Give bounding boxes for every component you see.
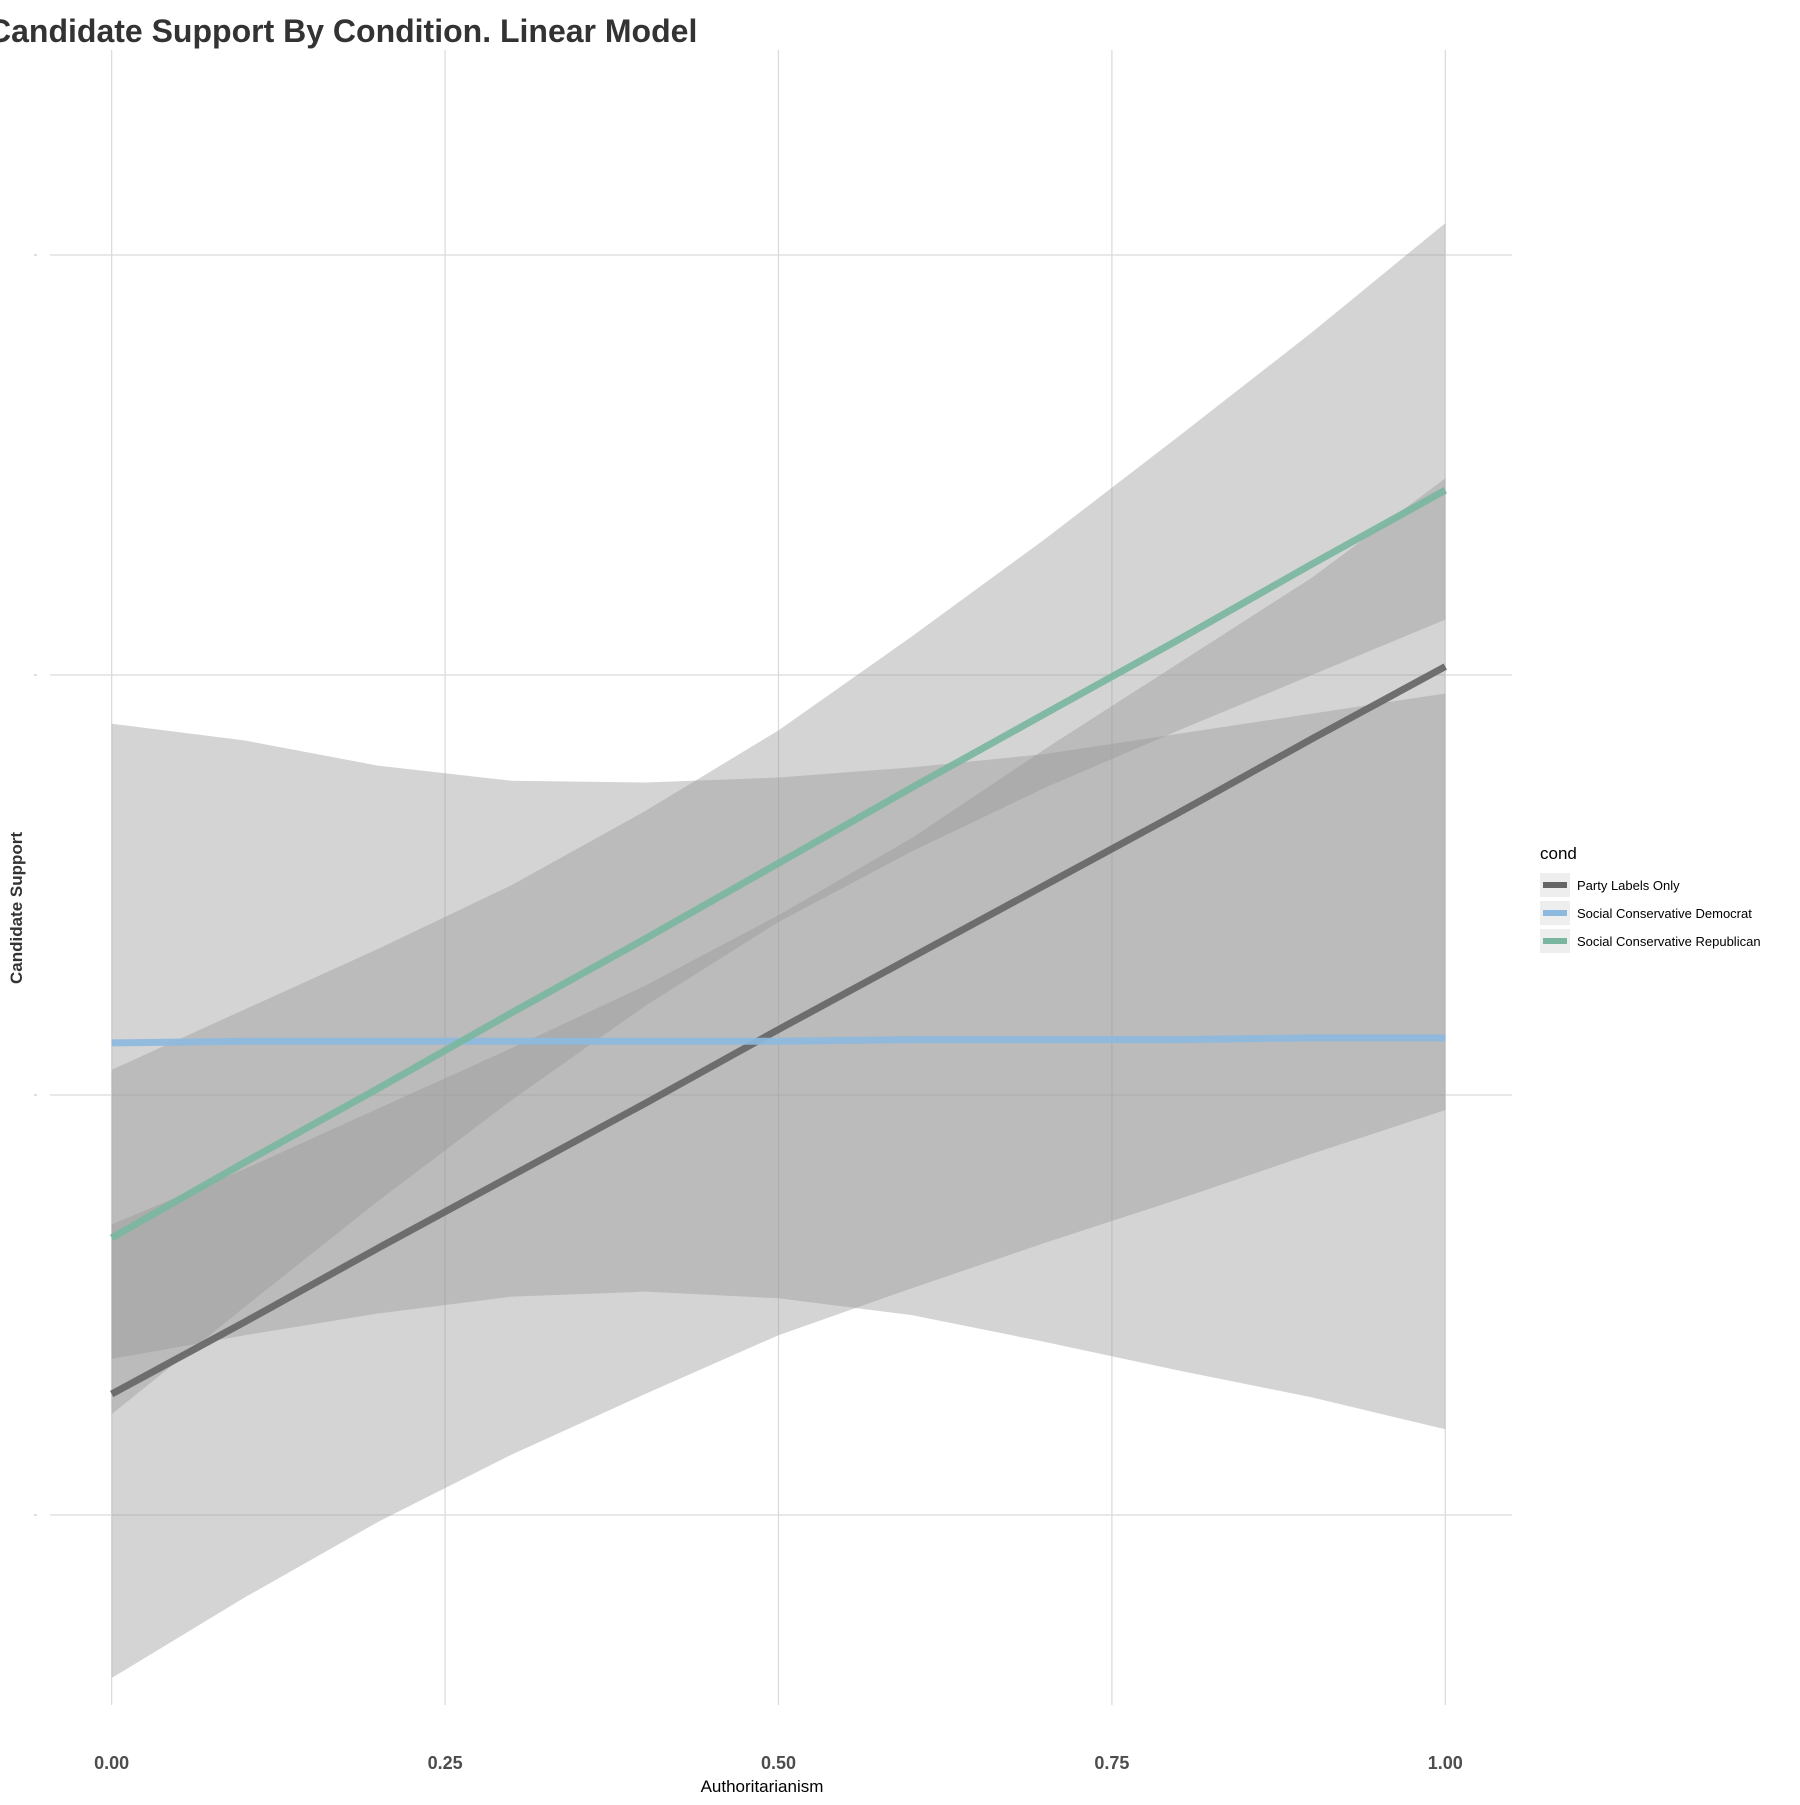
legend-label: Social Conservative Democrat — [1577, 906, 1752, 921]
chart-title: Candidate Support By Condition. Linear M… — [0, 13, 697, 49]
confidence-ribbon — [111, 223, 1446, 1415]
series-line — [110, 663, 1447, 1398]
x-tick-label: 1.00 — [1428, 1753, 1463, 1773]
y-tick-layer — [34, 254, 37, 1516]
legend-title: cond — [1540, 844, 1577, 863]
x-tick-label: 0.00 — [94, 1753, 129, 1773]
x-tick-label: 0.25 — [428, 1753, 463, 1773]
x-tick-layer: 0.00 0.25 0.50 0.75 1.00 — [94, 1753, 1463, 1773]
x-axis-label: Authoritarianism — [701, 1777, 824, 1796]
legend: cond Party Labels Only Social Conservativ… — [1540, 844, 1761, 953]
series-line — [111, 1034, 1446, 1047]
series-line — [109, 487, 1447, 1241]
ribbon-layer — [111, 223, 1446, 1678]
legend-label: Party Labels Only — [1577, 878, 1680, 893]
legend-label: Social Conservative Republican — [1577, 934, 1761, 949]
confidence-ribbon — [111, 478, 1446, 1678]
x-tick-label: 0.75 — [1094, 1753, 1129, 1773]
x-tick-label: 0.50 — [761, 1753, 796, 1773]
confidence-ribbon — [111, 693, 1446, 1430]
series-line-layer — [109, 487, 1447, 1398]
y-axis-label: Candidate Support — [7, 832, 26, 984]
grid-layer — [50, 50, 1512, 1705]
